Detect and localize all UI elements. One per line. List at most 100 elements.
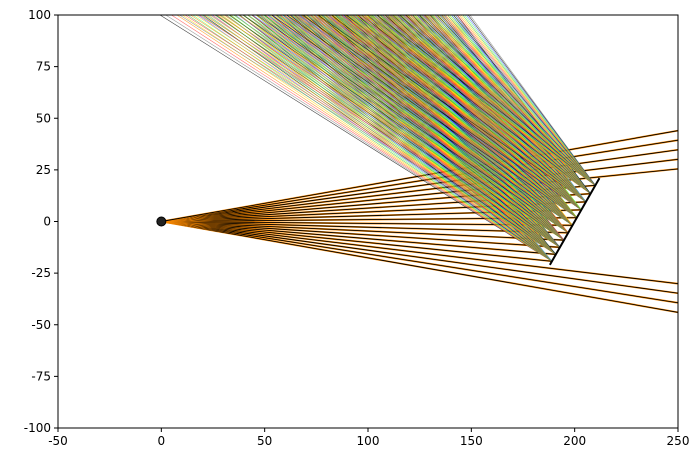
- ray-layer: [156, 15, 678, 314]
- reflected-ray: [219, 15, 561, 248]
- reflected-ray: [332, 15, 587, 203]
- reflected-ray: [203, 15, 561, 248]
- reflected-ray: [228, 15, 561, 248]
- reflected-ray: [299, 15, 573, 226]
- reflected-ray: [378, 15, 578, 218]
- reflected-ray: [259, 15, 557, 255]
- y-tick: 50: [36, 111, 58, 125]
- reflected-ray: [179, 15, 557, 255]
- reflected-ray: [430, 15, 596, 186]
- reflected-ray: [277, 15, 569, 234]
- reflected-ray: [237, 15, 561, 248]
- reflected-ray: [390, 15, 596, 186]
- reflected-ray: [438, 15, 596, 186]
- reflected-ray: [202, 15, 553, 262]
- reflected-ray: [373, 15, 591, 194]
- light-source-marker: [156, 216, 167, 227]
- reflected-ray: [360, 15, 591, 194]
- reflected-ray: [262, 15, 573, 226]
- reflected-ray: [385, 15, 596, 186]
- reflected-ray: [265, 15, 569, 234]
- incident-ray: [161, 221, 678, 285]
- reflected-ray: [242, 15, 569, 234]
- reflected-ray: [349, 15, 587, 203]
- reflected-ray: [340, 15, 591, 194]
- y-tick-label: -25: [31, 266, 51, 280]
- reflected-ray: [247, 15, 569, 234]
- reflected-ray: [327, 15, 582, 211]
- reflected-ray: [216, 15, 553, 262]
- reflected-ray: [331, 15, 582, 211]
- y-tick-label: 100: [28, 8, 51, 22]
- reflected-ray: [220, 15, 557, 255]
- reflected-ray: [221, 15, 553, 262]
- reflected-ray: [324, 15, 582, 211]
- reflected-ray: [298, 15, 578, 218]
- reflected-ray: [462, 15, 596, 186]
- reflected-ray: [384, 15, 591, 194]
- reflected-ray: [320, 15, 557, 255]
- reflected-ray: [395, 15, 591, 194]
- reflected-ray: [192, 15, 553, 262]
- reflected-ray: [354, 15, 591, 194]
- reflected-ray: [242, 15, 561, 248]
- reflected-ray: [293, 15, 557, 255]
- reflected-ray: [376, 15, 591, 194]
- reflected-ray: [257, 15, 573, 226]
- reflected-ray: [205, 15, 557, 255]
- reflected-ray: [317, 15, 587, 203]
- reflected-ray: [340, 15, 578, 218]
- reflected-ray: [291, 15, 573, 226]
- reflected-ray: [357, 15, 596, 186]
- y-tick-label: 25: [36, 163, 51, 177]
- reflected-ray: [302, 15, 573, 226]
- reflected-ray: [305, 15, 582, 211]
- reflected-ray: [198, 15, 561, 248]
- incident-ray: [161, 221, 552, 262]
- reflected-ray: [339, 15, 587, 203]
- incident-ray: [161, 221, 569, 234]
- reflected-ray: [176, 15, 553, 262]
- reflected-ray: [382, 15, 596, 186]
- incident-ray: [161, 221, 556, 255]
- incident-ray: [161, 139, 678, 222]
- reflected-ray: [352, 15, 578, 218]
- reflected-ray: [170, 15, 553, 262]
- reflected-ray: [297, 15, 582, 211]
- incident-ray: [161, 158, 678, 222]
- x-tick-label: 200: [563, 434, 586, 448]
- reflected-ray: [411, 15, 596, 186]
- reflected-ray: [324, 15, 573, 226]
- x-tick-label: 0: [158, 434, 166, 448]
- reflected-ray: [309, 15, 578, 218]
- reflected-ray: [383, 15, 578, 218]
- reflected-ray: [246, 15, 565, 241]
- y-tick: -75: [31, 369, 58, 383]
- reflected-ray: [449, 15, 596, 186]
- reflected-ray: [324, 15, 587, 203]
- reflected-ray: [414, 15, 596, 186]
- reflected-ray: [432, 15, 596, 186]
- x-tick: -50: [48, 428, 68, 448]
- reflected-ray: [242, 15, 565, 241]
- reflected-ray: [215, 15, 557, 255]
- reflected-ray: [469, 15, 596, 186]
- reflected-ray: [337, 15, 591, 194]
- incident-ray: [161, 221, 678, 304]
- reflected-ray: [363, 15, 596, 186]
- reflected-ray: [197, 15, 553, 262]
- reflected-ray: [436, 15, 596, 186]
- reflected-ray: [360, 15, 596, 186]
- reflected-ray: [456, 15, 596, 186]
- reflected-ray: [313, 15, 573, 226]
- reflected-ray: [228, 15, 565, 241]
- reflected-ray: [379, 15, 596, 186]
- reflected-ray: [286, 15, 557, 255]
- reflected-ray: [466, 15, 596, 186]
- reflected-ray: [267, 15, 557, 255]
- reflected-ray: [454, 15, 596, 186]
- reflected-ray: [301, 15, 582, 211]
- reflected-ray: [352, 15, 587, 203]
- reflected-ray: [434, 15, 596, 186]
